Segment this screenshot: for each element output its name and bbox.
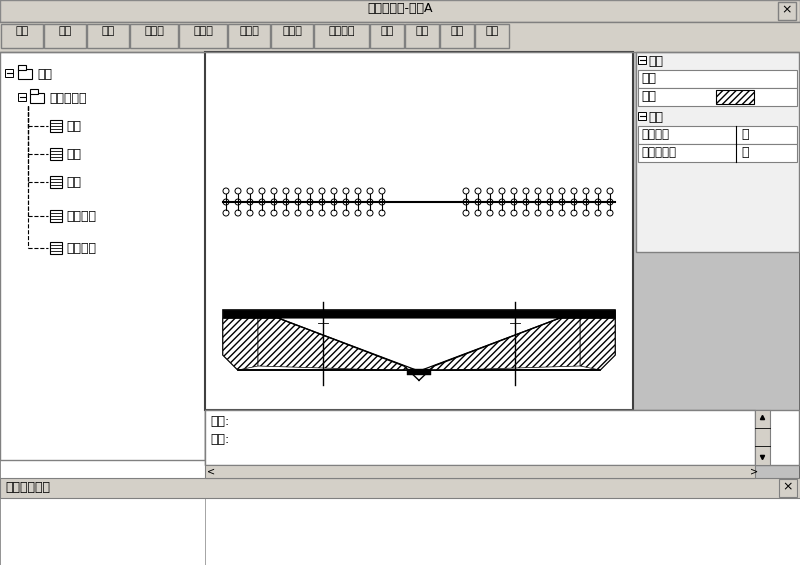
Bar bbox=[130, 24, 178, 48]
Bar bbox=[30, 89, 38, 94]
Bar bbox=[0, 0, 800, 22]
Bar bbox=[638, 70, 797, 88]
Bar bbox=[5, 69, 13, 77]
Bar bbox=[50, 120, 62, 132]
Bar bbox=[475, 24, 509, 48]
Text: 构件: 构件 bbox=[37, 68, 52, 81]
Text: 几何: 几何 bbox=[648, 111, 663, 124]
Bar bbox=[440, 24, 474, 48]
Text: <: < bbox=[207, 466, 215, 476]
Text: 诊断: 诊断 bbox=[380, 26, 394, 36]
Bar bbox=[18, 93, 26, 101]
Bar bbox=[179, 24, 227, 48]
Text: >: > bbox=[750, 466, 758, 476]
Bar bbox=[50, 242, 62, 254]
Text: 否: 否 bbox=[741, 128, 749, 141]
Bar bbox=[30, 93, 44, 103]
Text: 盖梁: 盖梁 bbox=[66, 148, 81, 161]
Bar bbox=[205, 410, 755, 465]
Polygon shape bbox=[258, 318, 419, 371]
Text: 设置: 设置 bbox=[415, 26, 429, 36]
Bar bbox=[407, 369, 431, 375]
Bar bbox=[18, 65, 26, 70]
Bar bbox=[0, 460, 205, 565]
Text: 三维图: 三维图 bbox=[282, 26, 302, 36]
Bar bbox=[638, 144, 797, 162]
Bar bbox=[370, 24, 404, 48]
Bar bbox=[50, 210, 62, 222]
Text: ×: × bbox=[782, 480, 794, 493]
Bar bbox=[716, 90, 754, 104]
Text: 立柱: 立柱 bbox=[66, 176, 81, 189]
Text: 诊断信息窗口: 诊断信息窗口 bbox=[5, 481, 50, 494]
Text: 命令:: 命令: bbox=[210, 433, 230, 446]
Bar bbox=[271, 24, 313, 48]
Bar bbox=[0, 52, 205, 460]
Polygon shape bbox=[580, 318, 615, 370]
Text: 重做: 重做 bbox=[102, 26, 114, 36]
Text: 命令:: 命令: bbox=[210, 415, 230, 428]
Text: 骨架: 骨架 bbox=[66, 120, 81, 133]
Bar bbox=[0, 498, 800, 565]
Bar bbox=[636, 52, 799, 252]
Bar bbox=[1, 24, 43, 48]
Bar bbox=[638, 56, 646, 64]
Text: 桩柱基础: 桩柱基础 bbox=[66, 242, 96, 255]
Bar bbox=[0, 478, 800, 498]
Text: 基本: 基本 bbox=[648, 55, 663, 68]
Bar bbox=[205, 52, 633, 410]
Text: 是否上连续: 是否上连续 bbox=[641, 146, 676, 159]
Bar bbox=[638, 112, 646, 120]
Polygon shape bbox=[278, 318, 560, 371]
Text: ×: × bbox=[782, 3, 792, 16]
Bar bbox=[205, 410, 799, 465]
Text: 否: 否 bbox=[741, 146, 749, 159]
Bar bbox=[638, 88, 797, 106]
Text: 退出: 退出 bbox=[486, 26, 498, 36]
Text: 盖梁钢筋面-骨架A: 盖梁钢筋面-骨架A bbox=[367, 2, 433, 15]
Text: 信息窗: 信息窗 bbox=[144, 26, 164, 36]
Text: 二维图: 二维图 bbox=[239, 26, 259, 36]
Text: 确定: 确定 bbox=[450, 26, 464, 36]
Bar bbox=[779, 479, 797, 497]
Bar bbox=[205, 465, 755, 478]
Text: 名称: 名称 bbox=[641, 72, 656, 85]
Text: 是否截断: 是否截断 bbox=[641, 128, 669, 141]
Bar bbox=[755, 410, 770, 465]
Polygon shape bbox=[419, 318, 580, 371]
Bar bbox=[18, 69, 32, 79]
Bar bbox=[50, 176, 62, 188]
Bar bbox=[0, 22, 800, 52]
Bar bbox=[405, 24, 439, 48]
Bar bbox=[87, 24, 129, 48]
Text: 重载: 重载 bbox=[15, 26, 29, 36]
Text: 颜色: 颜色 bbox=[641, 90, 656, 103]
Bar bbox=[638, 126, 797, 144]
Polygon shape bbox=[223, 310, 615, 370]
Bar bbox=[778, 2, 796, 20]
Text: 垫石挡块: 垫石挡块 bbox=[66, 210, 96, 223]
Text: 绘图设置: 绘图设置 bbox=[328, 26, 354, 36]
Bar bbox=[228, 24, 270, 48]
Bar bbox=[44, 24, 86, 48]
Bar bbox=[314, 24, 369, 48]
Text: 示意图: 示意图 bbox=[193, 26, 213, 36]
Text: 盖梁钢筋面: 盖梁钢筋面 bbox=[49, 92, 86, 105]
Bar bbox=[223, 310, 615, 318]
Text: 撤销: 撤销 bbox=[58, 26, 72, 36]
Bar bbox=[50, 148, 62, 160]
Polygon shape bbox=[223, 318, 258, 370]
